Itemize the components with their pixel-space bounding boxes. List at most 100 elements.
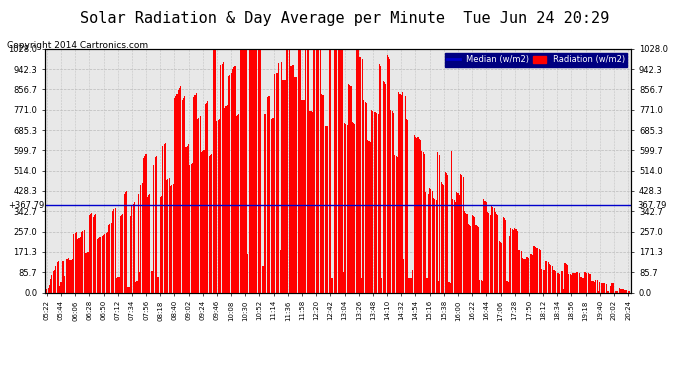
Bar xyxy=(135,282,136,292)
Bar xyxy=(572,273,573,292)
Bar xyxy=(72,259,73,292)
Bar xyxy=(214,42,215,292)
Bar xyxy=(112,211,113,292)
Bar xyxy=(357,42,358,292)
Bar xyxy=(591,281,593,292)
Bar xyxy=(239,42,241,292)
Bar xyxy=(589,274,590,292)
Bar xyxy=(428,194,429,292)
Bar xyxy=(134,202,135,292)
Bar xyxy=(178,90,179,292)
Bar xyxy=(183,98,184,292)
Bar xyxy=(55,266,57,292)
Bar xyxy=(101,236,103,292)
Bar xyxy=(500,242,501,292)
Bar xyxy=(272,118,273,292)
Bar xyxy=(621,289,622,292)
Bar xyxy=(188,144,189,292)
Bar xyxy=(143,158,144,292)
Bar xyxy=(539,249,540,292)
Bar xyxy=(518,250,519,292)
Bar xyxy=(557,273,558,292)
Bar xyxy=(584,272,585,292)
Bar xyxy=(193,97,195,292)
Bar xyxy=(366,103,367,292)
Bar xyxy=(230,74,232,292)
Bar xyxy=(287,42,288,292)
Bar xyxy=(607,291,608,292)
Bar xyxy=(190,164,192,292)
Bar xyxy=(374,112,375,292)
Bar xyxy=(175,96,176,292)
Bar xyxy=(501,243,502,292)
Legend: Median (w/m2), Radiation (w/m2): Median (w/m2), Radiation (w/m2) xyxy=(444,53,627,67)
Bar xyxy=(593,281,594,292)
Bar xyxy=(417,137,419,292)
Bar xyxy=(257,42,259,292)
Bar xyxy=(377,114,379,292)
Bar xyxy=(505,220,506,292)
Bar xyxy=(66,260,67,292)
Bar xyxy=(208,156,210,292)
Bar xyxy=(406,118,407,292)
Bar xyxy=(509,236,510,292)
Bar xyxy=(51,275,52,292)
Bar xyxy=(477,226,478,292)
Bar xyxy=(233,67,234,292)
Bar xyxy=(312,111,313,292)
Bar xyxy=(389,59,391,292)
Bar xyxy=(544,270,545,292)
Bar xyxy=(334,42,335,292)
Bar xyxy=(586,273,587,292)
Bar xyxy=(612,283,613,292)
Bar xyxy=(126,190,127,292)
Bar xyxy=(205,104,206,292)
Bar xyxy=(122,213,124,292)
Bar xyxy=(486,202,487,292)
Text: Copyright 2014 Cartronics.com: Copyright 2014 Cartronics.com xyxy=(7,41,148,50)
Bar xyxy=(294,77,295,292)
Bar xyxy=(492,207,493,292)
Bar xyxy=(61,261,63,292)
Bar xyxy=(628,291,629,292)
Bar xyxy=(555,270,557,292)
Bar xyxy=(90,214,91,292)
Bar xyxy=(318,42,319,292)
Bar xyxy=(580,277,581,292)
Bar xyxy=(181,100,183,292)
Bar xyxy=(81,232,82,292)
Bar xyxy=(504,218,505,292)
Bar xyxy=(453,200,455,292)
Bar xyxy=(613,283,615,292)
Bar xyxy=(262,266,263,292)
Bar xyxy=(354,124,355,292)
Bar xyxy=(264,114,265,292)
Bar xyxy=(310,111,312,292)
Bar xyxy=(499,242,500,292)
Bar xyxy=(285,80,286,292)
Bar xyxy=(444,172,446,292)
Bar xyxy=(83,230,85,292)
Bar xyxy=(604,284,605,292)
Bar xyxy=(459,195,460,292)
Bar xyxy=(359,57,361,292)
Bar xyxy=(71,260,72,292)
Bar xyxy=(116,278,117,292)
Bar xyxy=(159,197,161,292)
Bar xyxy=(571,274,572,292)
Bar xyxy=(442,184,443,292)
Bar xyxy=(401,95,402,292)
Bar xyxy=(49,285,50,292)
Bar xyxy=(567,265,568,292)
Bar xyxy=(502,217,504,292)
Bar xyxy=(549,264,550,292)
Bar xyxy=(490,214,491,292)
Bar xyxy=(106,233,107,292)
Bar xyxy=(308,42,309,292)
Bar xyxy=(576,272,577,292)
Bar xyxy=(473,216,474,292)
Bar xyxy=(119,216,121,292)
Bar xyxy=(339,42,340,292)
Bar xyxy=(468,224,469,292)
Bar xyxy=(220,65,221,292)
